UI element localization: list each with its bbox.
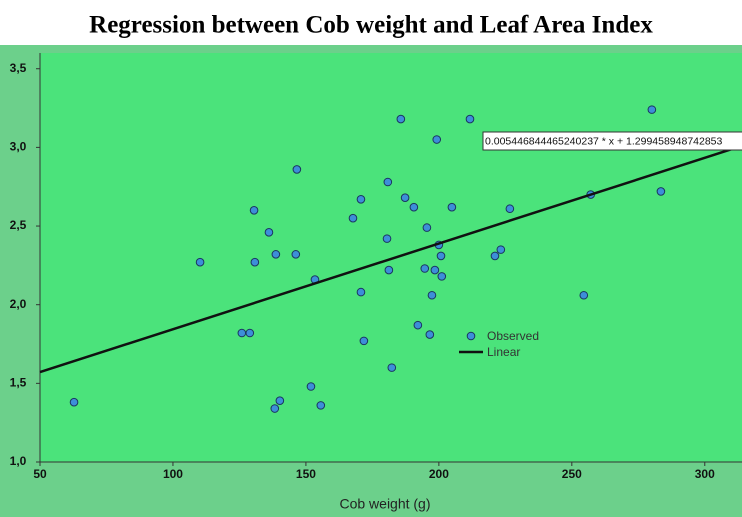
y-tick-label: 1,0 — [10, 454, 27, 468]
data-point — [647, 105, 657, 114]
x-tick-label: 250 — [562, 467, 582, 481]
equation-box — [482, 131, 742, 151]
data-point — [306, 382, 316, 391]
data-point — [447, 202, 457, 212]
data-point — [383, 177, 393, 187]
x-tick-label: 300 — [695, 467, 715, 481]
data-point — [245, 328, 255, 338]
data-point — [413, 320, 423, 330]
data-point — [400, 193, 410, 203]
data-point — [271, 250, 281, 259]
data-point — [387, 363, 397, 372]
data-point — [496, 245, 506, 254]
equation-label: 0.005446844465240237 * x + 1.29945894874… — [485, 135, 723, 147]
regression-line — [39, 144, 742, 374]
data-point — [422, 223, 432, 232]
y-tick-label: 3,5 — [10, 61, 27, 75]
plot-area — [40, 53, 742, 462]
data-point — [249, 206, 259, 215]
x-tick-label: 50 — [33, 467, 47, 481]
x-tick-label: 200 — [429, 467, 449, 481]
data-point — [275, 396, 285, 405]
data-point — [490, 251, 500, 261]
data-point — [396, 114, 406, 124]
data-point — [420, 264, 430, 273]
data-point — [359, 336, 369, 346]
data-point — [291, 250, 301, 259]
data-point — [505, 204, 515, 214]
data-point — [356, 194, 366, 204]
data-point — [250, 257, 260, 267]
data-point — [348, 213, 358, 223]
data-point — [316, 401, 326, 410]
data-point — [264, 228, 274, 237]
data-point — [382, 234, 392, 243]
legend-label: Observed — [487, 329, 539, 343]
y-tick-label: 2,0 — [10, 297, 27, 311]
data-point — [270, 404, 280, 413]
x-tick-label: 100 — [163, 467, 183, 481]
data-point — [465, 114, 475, 124]
data-point — [409, 202, 419, 212]
y-tick-label: 3,0 — [10, 140, 27, 154]
data-point — [427, 290, 437, 300]
y-tick-label: 1,5 — [10, 376, 27, 390]
legend-marker — [466, 331, 476, 341]
x-axis-title: Cob weight (g) — [339, 496, 430, 512]
data-point — [579, 290, 589, 300]
data-point — [384, 265, 394, 275]
data-point — [437, 272, 447, 281]
data-point — [425, 330, 435, 339]
data-point — [69, 397, 79, 407]
data-point — [237, 328, 247, 338]
y-tick-label: 2,5 — [10, 218, 27, 232]
equation-annotation: 0.005446844465240237 * x + 1.29945894874… — [482, 131, 742, 151]
chart-title: Regression between Cob weight and Leaf A… — [89, 12, 653, 39]
data-point — [292, 165, 302, 174]
data-point — [436, 251, 446, 261]
data-point — [356, 287, 366, 297]
data-point — [656, 187, 666, 196]
data-point — [432, 135, 442, 144]
x-tick-label: 150 — [296, 467, 316, 481]
legend-label: Linear — [487, 345, 520, 359]
data-point — [430, 265, 440, 275]
data-point — [195, 257, 205, 267]
